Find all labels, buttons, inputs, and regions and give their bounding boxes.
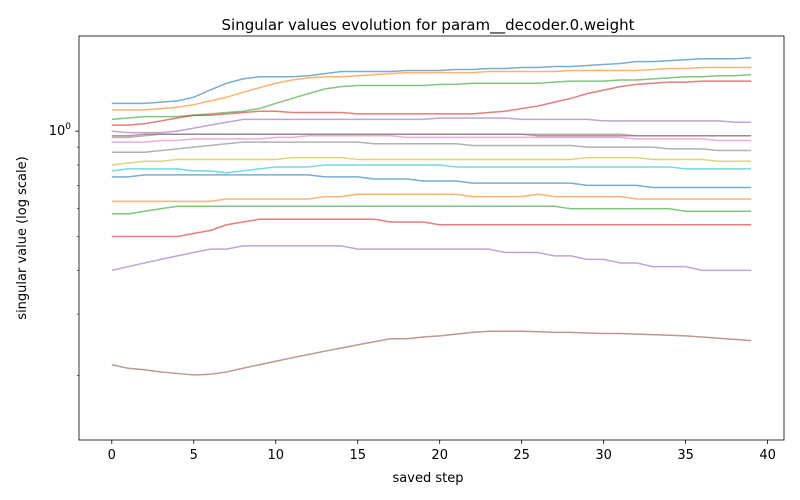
series-line-16 [111, 245, 752, 272]
x-tick-label: 20 [431, 448, 448, 463]
series-line-4 [111, 80, 752, 126]
series-line-12 [111, 174, 752, 189]
x-tick-label: 15 [349, 448, 366, 463]
series-line-11 [111, 164, 752, 174]
x-tick-label: 40 [759, 448, 776, 463]
series-line-14 [111, 205, 752, 215]
series-line-13 [111, 193, 752, 203]
x-tick-label: 30 [595, 448, 612, 463]
series-line-15 [111, 218, 752, 238]
x-tick-label: 10 [267, 448, 284, 463]
y-axis-ticks: 100 [49, 122, 79, 377]
series-line-17 [111, 330, 752, 376]
series-line-7 [111, 133, 752, 139]
x-tick-label: 35 [677, 448, 694, 463]
plot-frame [78, 35, 785, 441]
series-line-5 [111, 117, 752, 134]
series-line-10 [111, 156, 752, 166]
series-line-9 [111, 141, 752, 154]
plot-lines [111, 57, 752, 376]
x-tick-label: 0 [108, 448, 116, 463]
y-axis-label: singular value (log scale) [15, 156, 30, 319]
x-axis-ticks: 0 5 10 15 20 25 30 35 40 [108, 440, 776, 463]
series-line-3 [111, 73, 752, 121]
x-tick-label: 25 [513, 448, 530, 463]
x-tick-label: 5 [190, 448, 198, 463]
series-line-2 [111, 66, 752, 111]
y-tick-label: 100 [49, 122, 72, 139]
x-axis-label: saved step [393, 471, 464, 486]
series-line-1 [111, 57, 752, 105]
chart-title: Singular values evolution for param__dec… [222, 16, 635, 35]
series-line-8 [111, 135, 752, 143]
